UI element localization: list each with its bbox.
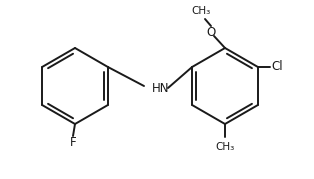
Text: HN: HN [152, 81, 170, 95]
Text: CH₃: CH₃ [215, 142, 235, 152]
Text: Cl: Cl [271, 61, 283, 74]
Text: F: F [70, 136, 76, 149]
Text: CH₃: CH₃ [191, 6, 211, 16]
Text: O: O [206, 25, 216, 38]
